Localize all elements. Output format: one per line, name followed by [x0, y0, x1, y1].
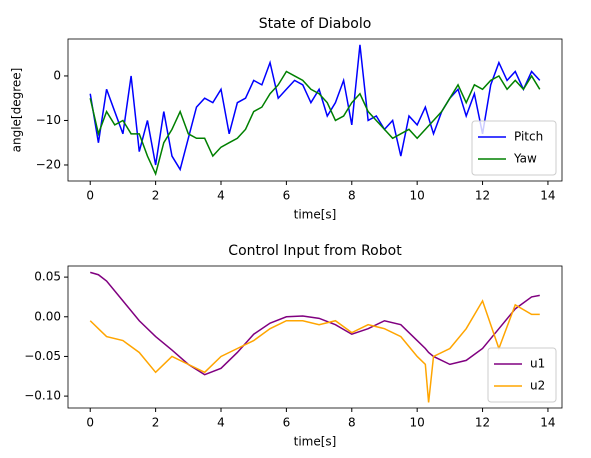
x-tick-label: 8	[348, 416, 356, 430]
chart-title: State of Diabolo	[259, 16, 372, 32]
legend-box	[471, 120, 557, 176]
x-tick-label: 14	[540, 189, 555, 203]
y-tick-label: −0.05	[24, 349, 61, 363]
x-tick-label: 2	[152, 189, 160, 203]
axes-frame	[67, 38, 563, 182]
x-tick-label: 0	[86, 416, 94, 430]
legend-label: u2	[530, 379, 545, 393]
y-axis-label: angle[degree]	[10, 68, 24, 153]
y-tick-label: −20	[36, 157, 61, 171]
x-axis-label: time[s]	[294, 435, 337, 449]
x-tick-label: 10	[410, 189, 425, 203]
x-tick-label: 4	[217, 189, 225, 203]
chart-title: Control Input from Robot	[228, 243, 402, 259]
x-tick-label: 14	[540, 416, 555, 430]
x-tick-label: 12	[475, 189, 490, 203]
data-line	[89, 299, 540, 403]
plot-area	[68, 266, 562, 408]
data-line	[90, 271, 540, 376]
y-tick-label: 0	[53, 68, 61, 82]
x-tick-label: 2	[152, 416, 160, 430]
y-tick-label: −0.10	[24, 389, 61, 403]
x-tick-label: 6	[283, 416, 291, 430]
legend-label: Yaw	[513, 152, 537, 166]
x-axis-label: time[s]	[294, 208, 337, 222]
axes-frame	[67, 265, 563, 409]
x-tick-label: 4	[217, 416, 225, 430]
x-tick-label: 6	[283, 189, 291, 203]
y-tick-label: −10	[36, 113, 61, 127]
y-tick-label: 0.00	[34, 309, 61, 323]
x-tick-label: 8	[348, 189, 356, 203]
legend-box	[487, 347, 557, 403]
x-tick-label: 10	[410, 416, 425, 430]
data-line	[89, 70, 541, 177]
data-line	[89, 44, 541, 172]
legend-label: Pitch	[514, 130, 543, 144]
x-tick-label: 12	[475, 416, 490, 430]
x-tick-label: 0	[86, 189, 94, 203]
legend-label: u1	[530, 357, 545, 371]
y-tick-label: 0.05	[34, 270, 61, 284]
